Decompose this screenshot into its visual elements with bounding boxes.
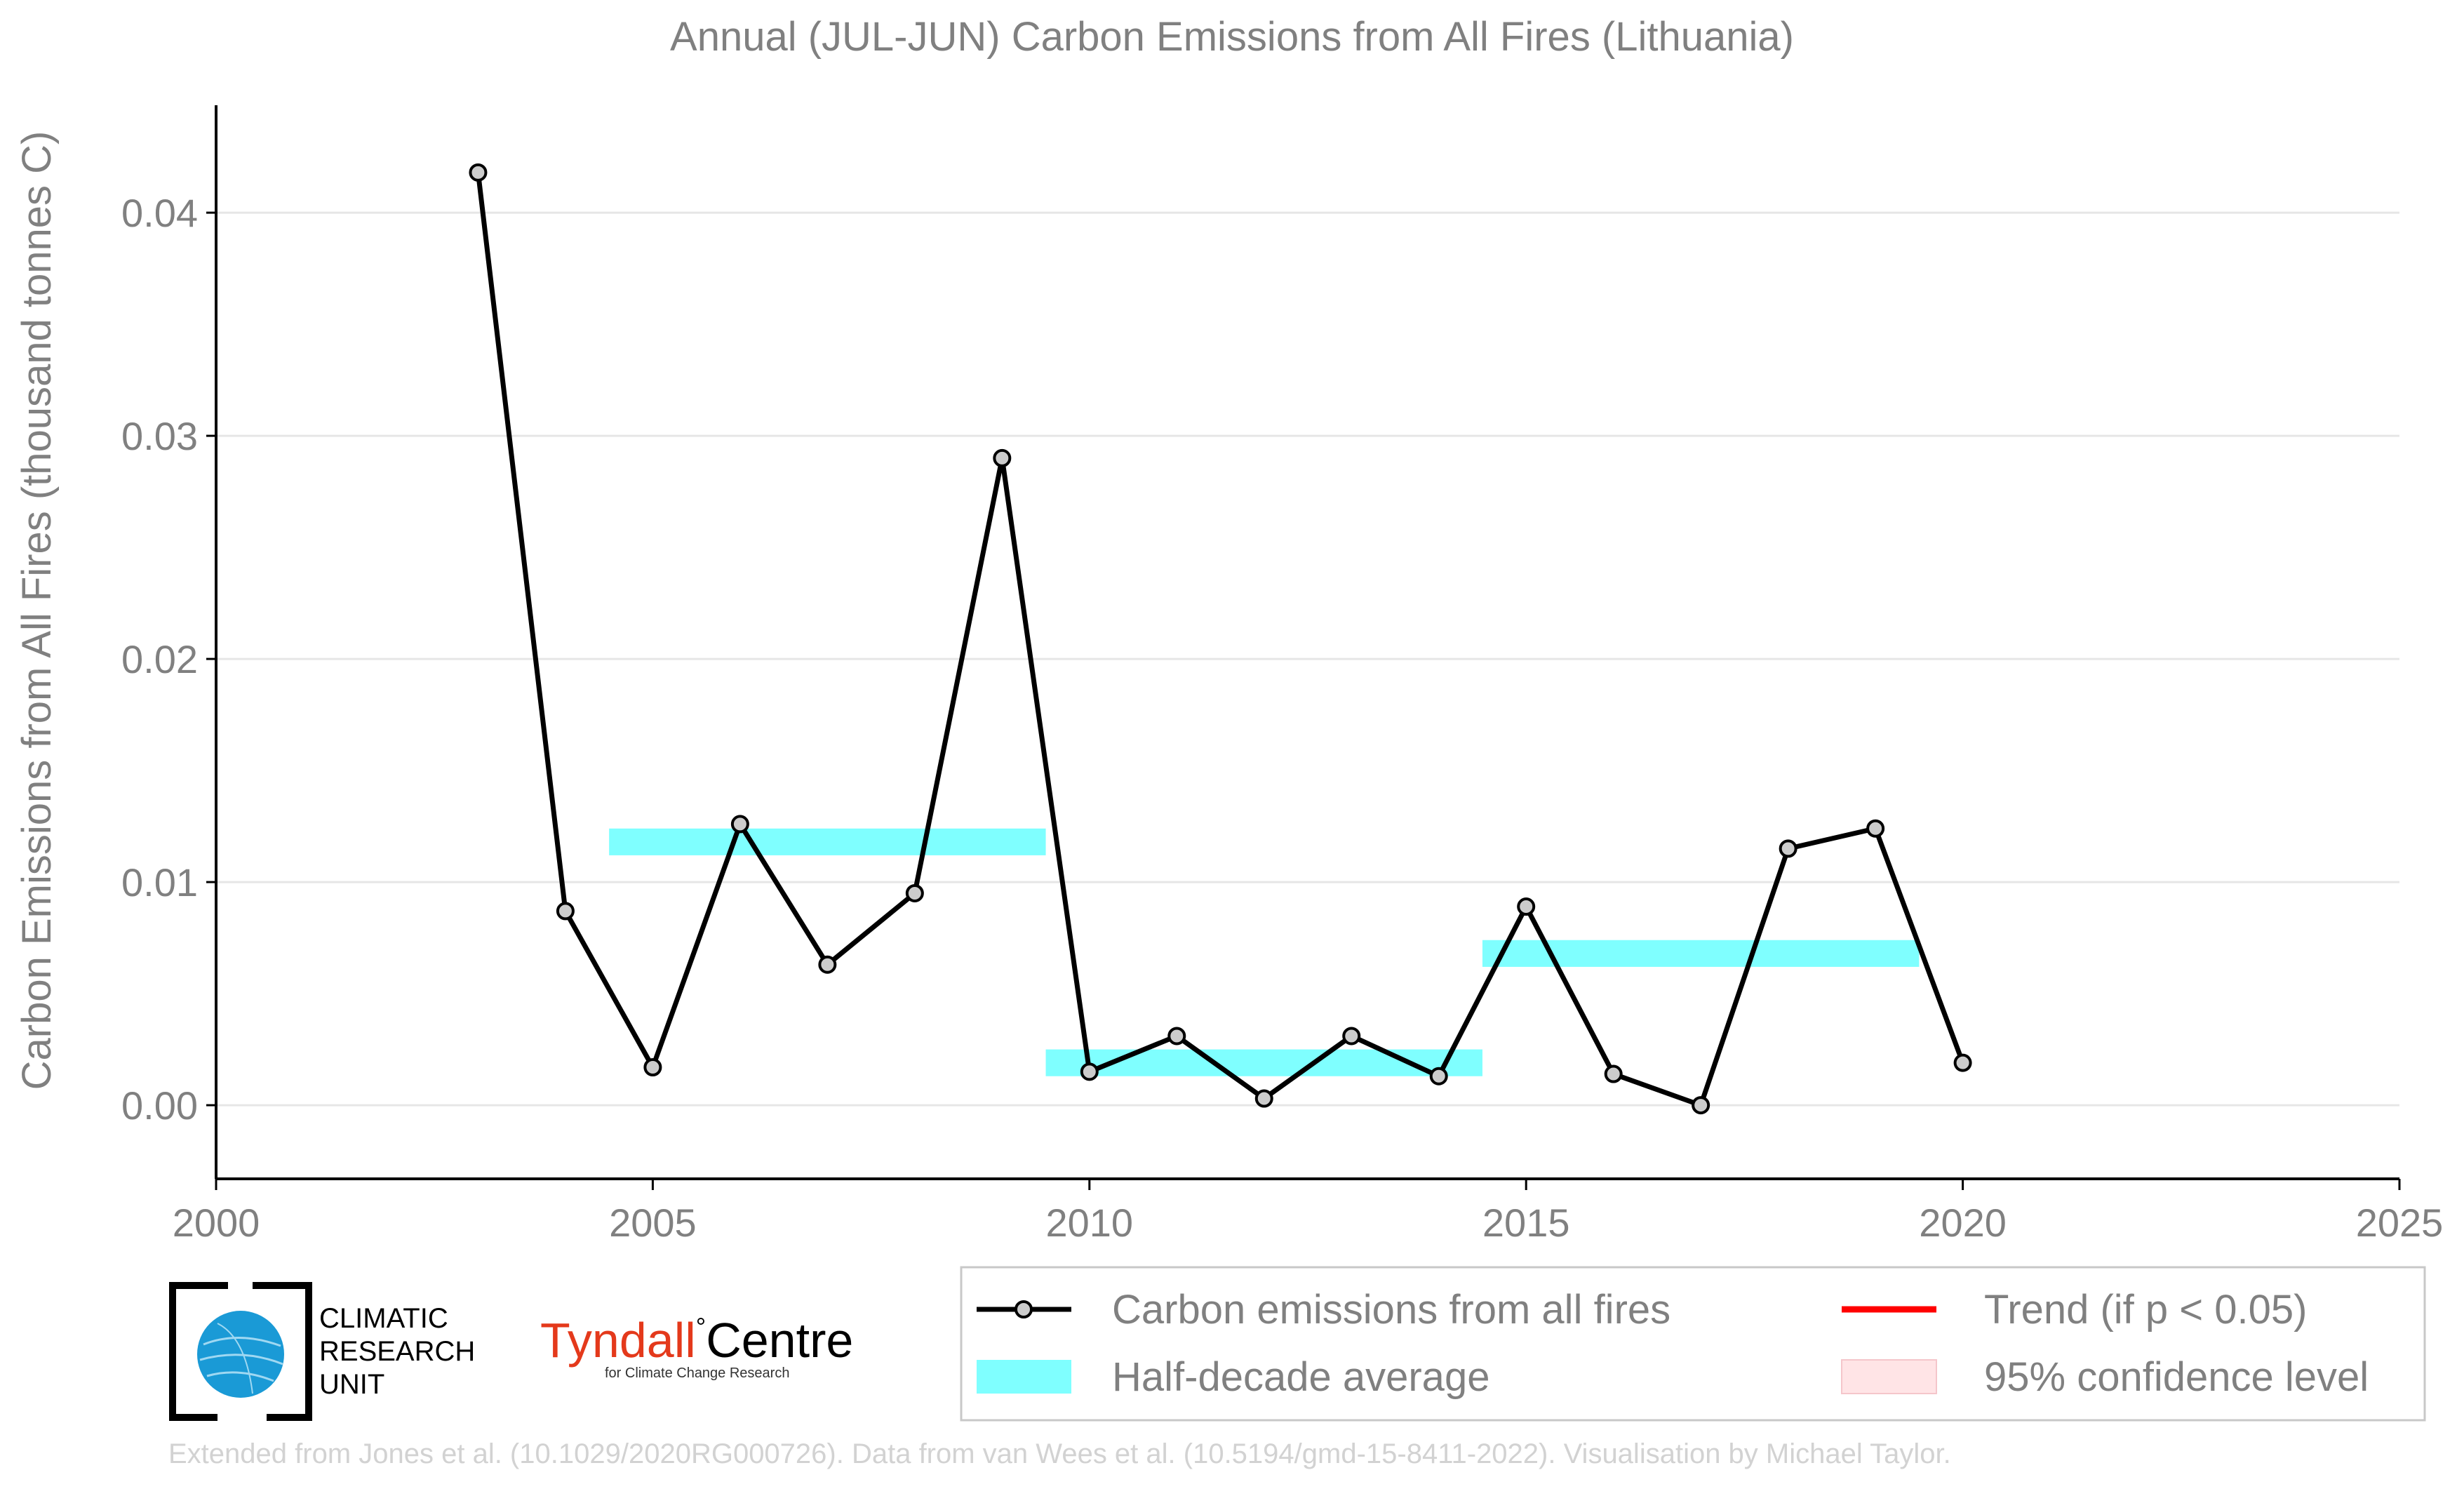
x-tick-label: 2000 xyxy=(173,1201,260,1245)
tyndall-degree: ° xyxy=(695,1312,707,1341)
legend-label: Carbon emissions from all fires xyxy=(1112,1287,1670,1333)
globe-icon xyxy=(169,1282,312,1421)
y-tick-label: 0.00 xyxy=(121,1083,198,1128)
y-tick-label: 0.01 xyxy=(121,860,198,904)
legend-swatch-patch xyxy=(1841,1359,1937,1394)
tyndall-centre: Centre xyxy=(706,1313,854,1368)
y-tick-label: 0.04 xyxy=(121,191,198,235)
tyndall-word: Tyndall xyxy=(540,1313,696,1368)
data-point xyxy=(1692,1096,1710,1115)
tyndall-logo: Tyndall°Centre for Climate Change Resear… xyxy=(540,1312,853,1382)
x-tick-label: 2020 xyxy=(1919,1201,2007,1245)
axes xyxy=(206,105,2401,1190)
cru-text: CLIMATIC RESEARCH UNIT xyxy=(319,1302,475,1401)
cru-line-2: RESEARCH xyxy=(319,1336,476,1367)
footer-credit: Extended from Jones et al. (10.1029/2020… xyxy=(168,1438,1951,1469)
y-tick-label: 0.03 xyxy=(121,414,198,458)
legend-swatch-marker xyxy=(1015,1300,1033,1318)
y-tick-label: 0.02 xyxy=(121,637,198,681)
legend-swatch-patch xyxy=(977,1360,1071,1394)
data-point xyxy=(1167,1027,1186,1046)
tick-labels: 0.00 0.01 0.02 0.03 0.04 2000 2005 2010 2015 2020… xyxy=(121,191,2443,1245)
data-point xyxy=(1866,819,1885,838)
data-point xyxy=(1779,839,1797,858)
data-point xyxy=(818,955,837,974)
data-point xyxy=(1080,1062,1099,1081)
cru-line-3: UNIT xyxy=(319,1369,385,1400)
y-axis-label: Carbon Emissions from All Fires (thousan… xyxy=(14,131,60,1090)
tyndall-subtitle: for Climate Change Research xyxy=(605,1365,790,1381)
legend-label: Trend (if p < 0.05) xyxy=(1984,1287,2307,1333)
data-point xyxy=(993,448,1012,467)
data-point xyxy=(730,815,749,834)
x-tick-label: 2010 xyxy=(1046,1201,1134,1245)
legend-label: Half-decade average xyxy=(1112,1354,1489,1400)
grid-lines xyxy=(216,211,2399,1107)
series-line xyxy=(475,172,1965,1108)
chart-title: Annual (JUL-JUN) Carbon Emissions from A… xyxy=(670,14,1794,60)
data-point xyxy=(643,1058,662,1077)
data-point xyxy=(905,883,924,902)
data-point xyxy=(1953,1053,1972,1072)
cru-logo: CLIMATIC RESEARCH UNIT xyxy=(168,1281,519,1422)
half-decade-bands xyxy=(609,828,1920,1076)
x-tick-label: 2005 xyxy=(609,1201,697,1245)
data-point xyxy=(1254,1089,1273,1108)
data-point xyxy=(1429,1067,1448,1086)
legend-frame xyxy=(960,1266,2426,1422)
x-tick-label: 2015 xyxy=(1482,1201,1570,1245)
half-decade-band xyxy=(609,828,1046,855)
data-point xyxy=(556,902,575,921)
cru-line-1: CLIMATIC xyxy=(319,1303,448,1334)
x-tick-label: 2025 xyxy=(2356,1201,2444,1245)
data-point xyxy=(1342,1027,1361,1046)
data-point xyxy=(469,163,488,182)
series-group xyxy=(469,163,1972,1115)
legend-label: 95% confidence level xyxy=(1984,1354,2369,1400)
data-point xyxy=(1517,897,1536,916)
data-point xyxy=(1604,1064,1623,1083)
legend: Carbon emissions from all fires Trend (if… xyxy=(960,1266,2426,1422)
